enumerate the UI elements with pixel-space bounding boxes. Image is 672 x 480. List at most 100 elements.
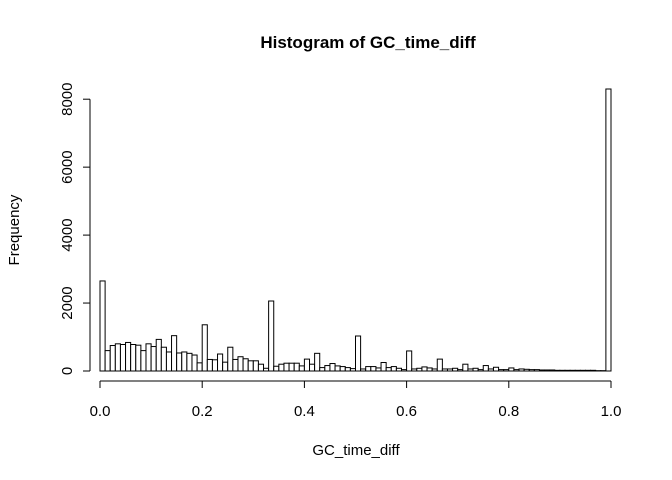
histogram-bar <box>538 369 546 372</box>
histogram-bar <box>406 350 413 372</box>
histogram-bar <box>554 369 561 372</box>
histogram-bar <box>569 369 576 372</box>
y-tick-label: 0 <box>59 367 76 375</box>
histogram-bar <box>252 360 259 372</box>
histogram-bar <box>380 362 387 372</box>
histogram-bar <box>237 356 244 372</box>
histogram-bar <box>477 369 484 372</box>
x-tick-label: 0.2 <box>192 403 213 420</box>
histogram-bar <box>293 362 300 372</box>
histogram-bar <box>365 366 372 372</box>
histogram-bar <box>334 365 341 372</box>
histogram-bar <box>518 368 525 372</box>
histogram-bar <box>278 363 285 372</box>
y-tick-label: 8000 <box>59 83 76 116</box>
histogram-bar <box>411 368 418 372</box>
histogram-bar <box>605 88 612 372</box>
histogram-bar <box>559 369 566 372</box>
histogram-bar <box>288 362 295 372</box>
histogram-bar <box>222 361 229 372</box>
histogram-bar <box>385 367 392 372</box>
histogram-bar <box>441 368 448 372</box>
histogram-bar <box>584 369 592 372</box>
histogram-bar <box>339 366 346 372</box>
histogram-bar <box>232 358 239 372</box>
histogram-bar <box>370 366 377 372</box>
histogram-bar <box>211 359 219 372</box>
histogram-bar <box>150 346 157 372</box>
histogram-bar <box>590 369 597 372</box>
histogram-bar <box>130 344 137 372</box>
histogram-bar <box>426 367 433 372</box>
histogram-bar <box>431 368 438 372</box>
histogram-bar <box>564 369 571 372</box>
histogram-bar <box>324 365 331 372</box>
x-tick-label: 0.8 <box>498 403 519 420</box>
histogram-bar <box>155 338 162 372</box>
histogram-bar <box>549 369 556 372</box>
x-tick-label: 1.0 <box>601 403 622 420</box>
x-tick-label: 0.4 <box>294 403 315 420</box>
histogram-bar <box>400 369 408 372</box>
histogram-bar <box>298 365 305 372</box>
histogram-bar <box>135 344 142 372</box>
histogram-bar <box>268 300 275 372</box>
histogram-bar <box>457 369 464 372</box>
y-axis: 0 2000 4000 6000 8000 <box>59 83 91 375</box>
histogram-bar <box>487 368 494 372</box>
x-axis: 0.0 0.2 0.4 0.6 0.8 1.0 <box>90 380 622 420</box>
histogram-bar <box>513 369 520 372</box>
histogram-bar <box>395 367 402 372</box>
histogram-bar <box>528 369 535 372</box>
histogram-bar <box>273 365 280 372</box>
histogram-bar <box>247 360 254 372</box>
histogram-bar <box>349 368 357 372</box>
histogram-bar <box>508 367 515 372</box>
histogram-bar <box>119 344 127 372</box>
x-tick-label: 0.0 <box>90 403 111 420</box>
histogram-bar <box>467 368 474 372</box>
y-tick-label: 4000 <box>59 218 76 251</box>
histogram-bar <box>114 343 121 372</box>
histogram-bar <box>319 367 326 372</box>
histogram-bar <box>421 366 428 372</box>
y-axis-label: Frequency <box>6 194 23 265</box>
histogram-bar <box>257 363 265 372</box>
histogram-bar <box>416 367 423 372</box>
histogram-bar <box>492 366 500 372</box>
histogram-bar <box>390 366 397 372</box>
histogram-bar <box>191 354 198 372</box>
histogram-bar <box>196 362 203 372</box>
histogram-bar <box>206 358 213 372</box>
x-tick-label: 0.6 <box>396 403 417 420</box>
y-tick-label: 2000 <box>59 286 76 319</box>
histogram-bar <box>176 352 183 372</box>
histogram-bar <box>104 350 111 372</box>
histogram-bar <box>498 369 505 372</box>
histogram-bar <box>462 363 469 372</box>
histogram-bar <box>217 353 224 372</box>
histogram-bar <box>140 350 147 372</box>
histogram-bar <box>283 362 290 372</box>
histogram-bar <box>446 368 454 372</box>
histogram-bar <box>160 346 167 372</box>
histogram-bar <box>436 358 443 372</box>
histogram-bar <box>472 367 479 372</box>
histogram-bar <box>452 367 459 372</box>
histogram-bar <box>242 358 249 372</box>
histogram-bar <box>186 352 193 372</box>
histogram-bar <box>503 369 510 372</box>
histogram-bar <box>227 346 234 372</box>
histogram-bar <box>523 368 530 372</box>
histogram-bar <box>201 324 208 372</box>
histogram-bar <box>533 369 540 372</box>
histogram-bar <box>360 368 367 372</box>
histogram-bar <box>314 352 321 372</box>
histogram-bar <box>375 367 382 372</box>
histogram-bar <box>263 367 270 372</box>
histogram-bars <box>99 88 612 372</box>
histogram-bar <box>303 358 311 372</box>
y-tick-label: 6000 <box>59 150 76 183</box>
histogram-bar <box>109 345 116 372</box>
